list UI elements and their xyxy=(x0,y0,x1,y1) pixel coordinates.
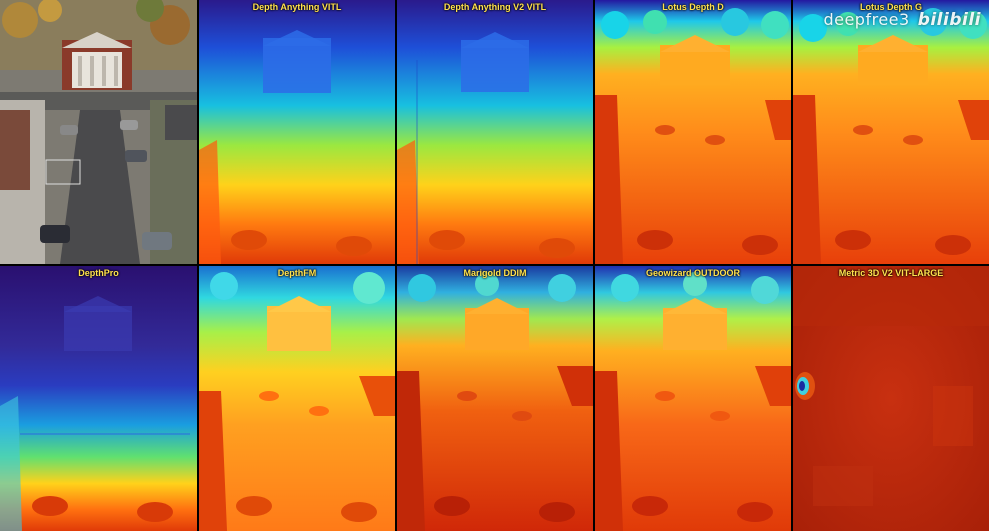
depth-panel: Depth Anything V2 VITL xyxy=(397,0,593,264)
panel-label: Metric 3D V2 VIT-LARGE xyxy=(793,268,989,278)
depth-map-image xyxy=(199,0,395,264)
panel-label: Geowizard OUTDOOR xyxy=(595,268,791,278)
panel-label: Depth Anything V2 VITL xyxy=(397,2,593,12)
depth-map-image xyxy=(595,0,791,264)
depth-panel: Metric 3D V2 VIT-LARGE xyxy=(793,266,989,531)
watermark-text: deepfree3 xyxy=(823,10,909,29)
panel-label: Depth Anything VITL xyxy=(199,2,395,12)
bilibili-logo-icon: bilibili xyxy=(918,10,981,30)
depth-map-image xyxy=(0,266,197,531)
watermark: deepfree3 bilibili xyxy=(823,10,981,30)
depth-map-image xyxy=(397,266,593,531)
depth-panel: Geowizard OUTDOOR xyxy=(595,266,791,531)
panel-label: DepthFM xyxy=(199,268,395,278)
depth-panel: Lotus Depth D xyxy=(595,0,791,264)
panel-label: Marigold DDIM xyxy=(397,268,593,278)
depth-map-image xyxy=(397,0,593,264)
depth-panel: Marigold DDIM xyxy=(397,266,593,531)
panel-label: Lotus Depth D xyxy=(595,2,791,12)
depth-map-image xyxy=(199,266,395,531)
photo-panel xyxy=(0,0,197,264)
aerial-town-photo xyxy=(0,0,197,264)
depth-map-image xyxy=(793,0,989,264)
depth-panel: DepthPro xyxy=(0,266,197,531)
panel-label: DepthPro xyxy=(0,268,197,278)
depth-panel: Depth Anything VITL xyxy=(199,0,395,264)
depth-map-image xyxy=(793,266,989,531)
depth-panel: DepthFM xyxy=(199,266,395,531)
depth-panel: Lotus Depth G xyxy=(793,0,989,264)
depth-map-image xyxy=(595,266,791,531)
